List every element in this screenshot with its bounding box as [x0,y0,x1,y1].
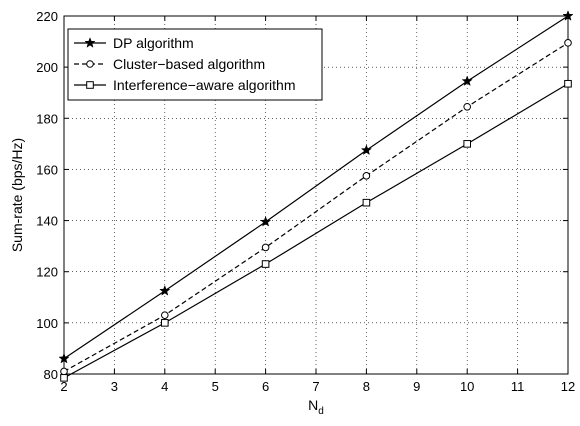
data-point [463,102,472,111]
y-tick-label: 160 [36,162,58,177]
y-tick-label: 180 [36,111,58,126]
axis-ticks: 2 3 4 5 6 7 8 9 10 11 12 80 100 120 140 160 180 200 220 [36,9,575,394]
series-line [63,15,569,360]
data-point [564,39,572,47]
legend-marker [84,37,96,48]
data-point [362,172,371,180]
data-point [60,374,68,382]
data-point [463,140,471,148]
legend-marker [86,60,94,68]
series-circle [60,39,572,376]
data-point [58,352,70,364]
data-point [60,367,68,376]
x-tick-label: 8 [363,379,370,394]
data-point [161,319,169,327]
x-tick-label: 7 [312,379,319,394]
legend: DP algorithm Cluster−based algorithm Inter… [67,28,323,101]
series-star [58,10,574,364]
y-tick-label: 220 [36,9,58,24]
x-tick-label: 10 [460,379,474,394]
series-line [63,42,569,372]
y-tick-label: 100 [36,316,58,331]
x-tick-label: 2 [60,379,67,394]
legend-label: Cluster−based algorithm [113,56,265,72]
x-tick-label: 4 [161,379,168,394]
y-tick-label: 80 [44,367,58,382]
legend-label: DP algorithm [113,35,194,51]
y-axis-label: Sum-rate (bps/Hz) [9,138,25,252]
x-axis-label: Nd [308,397,324,417]
x-tick-label: 11 [511,379,525,394]
data-point [362,198,371,207]
data-point [461,75,473,86]
series-line [63,83,569,379]
data-point [360,144,373,156]
data-point [261,260,270,268]
data-point [562,10,574,21]
x-tick-label: 3 [111,379,118,394]
legend-box [67,28,323,101]
series-layer [58,10,574,382]
x-tick-label: 12 [561,379,575,394]
data-point [159,284,171,296]
legend-marker [86,81,94,89]
x-axis-label-subscript: d [318,406,324,417]
y-tick-label: 140 [36,214,58,229]
data-point [564,79,572,88]
series-square [60,79,572,382]
data-point [161,311,169,319]
y-tick-label: 120 [36,265,58,280]
y-tick-label: 200 [36,60,58,75]
x-tick-label: 9 [413,379,420,394]
legend-label: Interference−aware algorithm [113,77,296,93]
data-point [261,243,270,252]
x-tick-label: 6 [262,379,269,394]
x-tick-label: 5 [212,379,219,394]
data-point [259,215,272,227]
x-axis-label-main: N [308,397,318,413]
